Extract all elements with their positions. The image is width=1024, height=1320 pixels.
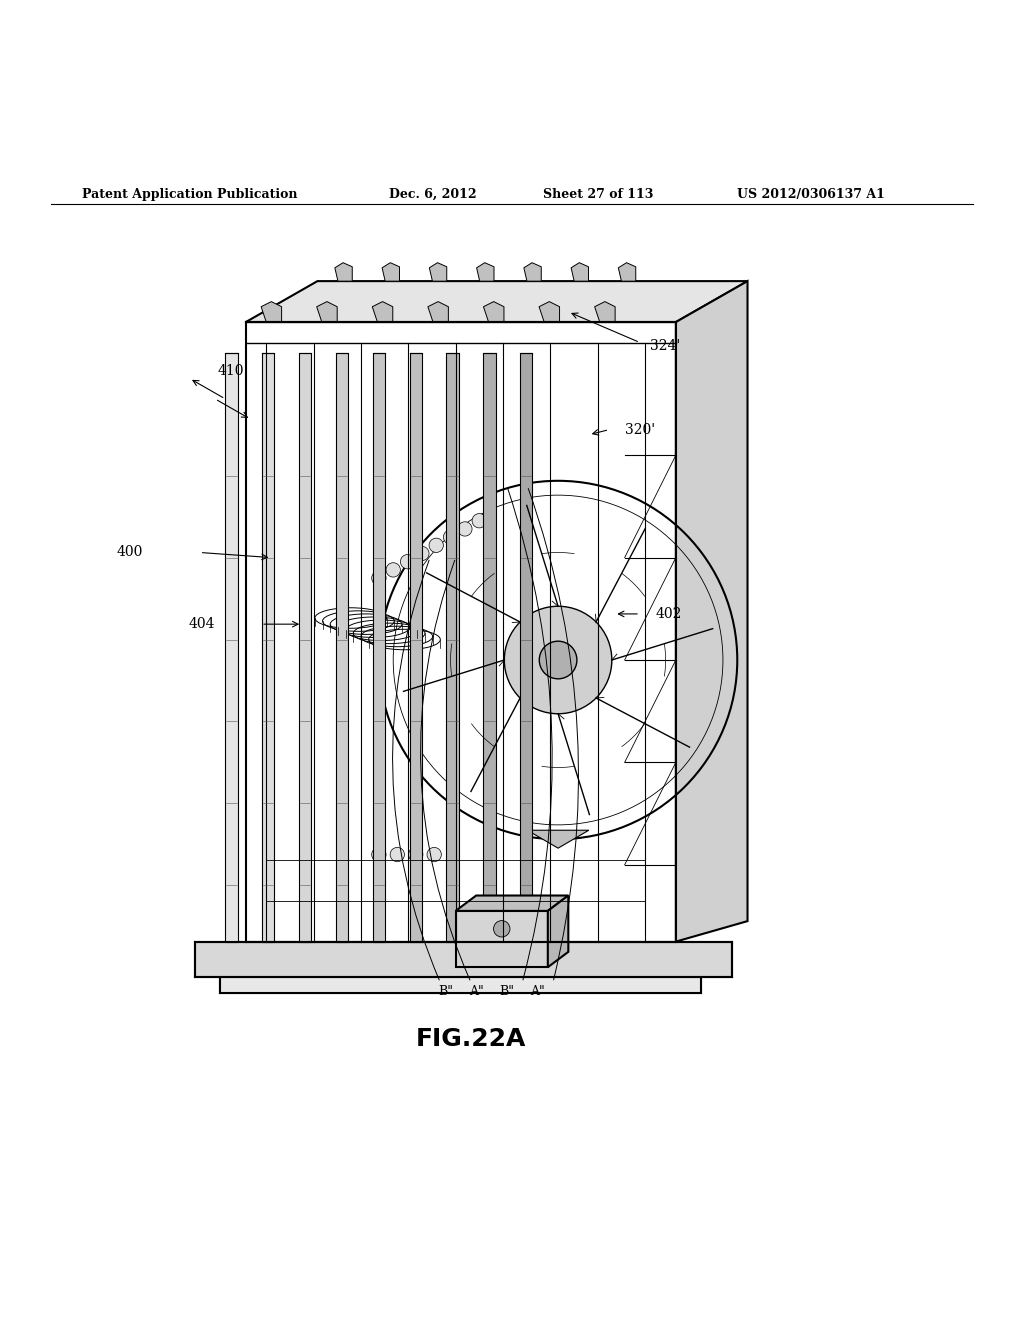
Polygon shape (335, 263, 352, 281)
Circle shape (400, 554, 415, 569)
Circle shape (415, 546, 429, 561)
Polygon shape (428, 301, 449, 322)
Polygon shape (483, 352, 496, 941)
Polygon shape (220, 946, 701, 993)
Text: 320': 320' (625, 422, 654, 437)
Circle shape (472, 513, 486, 528)
Text: Patent Application Publication: Patent Application Publication (82, 187, 297, 201)
Polygon shape (373, 352, 385, 941)
Circle shape (390, 847, 404, 862)
Polygon shape (195, 941, 732, 977)
Polygon shape (382, 263, 399, 281)
Polygon shape (246, 281, 748, 322)
Polygon shape (571, 263, 589, 281)
Circle shape (505, 606, 612, 714)
Polygon shape (336, 352, 348, 941)
Text: FIG.22A: FIG.22A (416, 1027, 526, 1051)
Polygon shape (676, 281, 748, 941)
Text: B": B" (500, 985, 514, 998)
Polygon shape (446, 352, 459, 941)
Polygon shape (520, 352, 532, 941)
Polygon shape (410, 352, 422, 941)
Text: B": B" (438, 985, 453, 998)
Text: 410: 410 (217, 364, 244, 379)
Circle shape (386, 562, 400, 577)
Text: A": A" (530, 985, 545, 998)
Circle shape (409, 847, 423, 862)
Circle shape (429, 539, 443, 553)
Text: 400: 400 (117, 545, 143, 560)
Polygon shape (299, 352, 311, 941)
Polygon shape (524, 263, 542, 281)
Circle shape (427, 847, 441, 862)
Circle shape (494, 920, 510, 937)
Circle shape (372, 572, 386, 585)
Polygon shape (456, 895, 568, 911)
Polygon shape (548, 895, 568, 968)
Circle shape (443, 529, 458, 544)
Polygon shape (539, 301, 559, 322)
Text: 404: 404 (188, 618, 215, 631)
Circle shape (372, 847, 386, 862)
Text: A": A" (469, 985, 483, 998)
Circle shape (458, 521, 472, 536)
Polygon shape (483, 301, 504, 322)
Polygon shape (429, 263, 446, 281)
Polygon shape (316, 301, 337, 322)
Text: Sheet 27 of 113: Sheet 27 of 113 (543, 187, 653, 201)
Polygon shape (220, 946, 701, 993)
Polygon shape (262, 352, 274, 941)
Text: US 2012/0306137 A1: US 2012/0306137 A1 (737, 187, 885, 201)
Text: Dec. 6, 2012: Dec. 6, 2012 (389, 187, 477, 201)
Polygon shape (225, 352, 238, 941)
Polygon shape (456, 911, 548, 968)
Circle shape (540, 642, 577, 678)
Polygon shape (261, 301, 282, 322)
Polygon shape (618, 263, 636, 281)
Text: 324': 324' (650, 339, 681, 352)
Polygon shape (476, 263, 494, 281)
Polygon shape (595, 301, 615, 322)
Text: 402: 402 (655, 607, 682, 620)
Polygon shape (527, 830, 589, 849)
Polygon shape (373, 301, 393, 322)
